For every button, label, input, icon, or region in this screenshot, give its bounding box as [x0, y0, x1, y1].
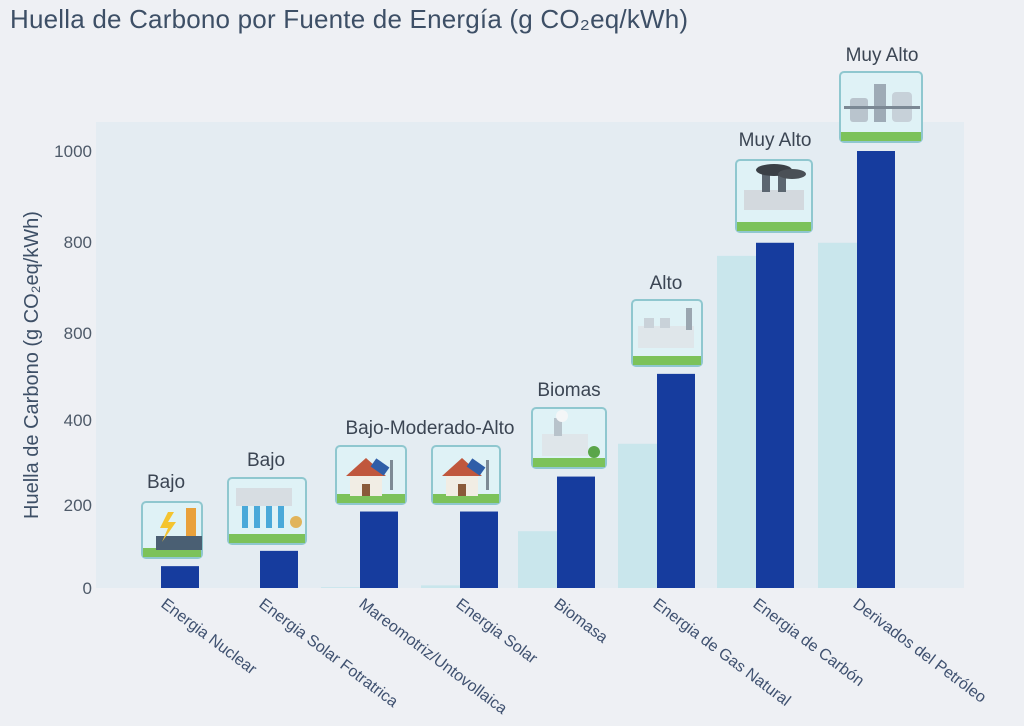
- refinery-icon: [839, 71, 923, 143]
- gas-plant-icon: [631, 299, 703, 367]
- category-label: Biomasa: [551, 596, 611, 647]
- y-tick-label: 200: [64, 496, 92, 515]
- level-label: Muy Alto: [739, 130, 812, 151]
- coal-plant-icon: [735, 159, 813, 233]
- level-label: Bajo: [247, 450, 285, 471]
- bar: [460, 511, 498, 588]
- bar: [260, 550, 298, 588]
- y-tick-label: 800: [64, 324, 92, 343]
- background-bar: [518, 531, 558, 588]
- y-tick-label: 800: [64, 233, 92, 252]
- y-tick-label: 400: [64, 411, 92, 430]
- bar-icons: [141, 71, 923, 559]
- biomass-plant-icon: [531, 407, 607, 469]
- category-label: Derivados del Petróleo: [850, 596, 990, 707]
- y-axis: 0 200 400 800 800 1000: [54, 142, 92, 598]
- solar-house-icon: [335, 445, 407, 505]
- hydro-dam-icon: [227, 477, 307, 545]
- bar: [161, 566, 199, 588]
- solar-house-icon: [431, 445, 501, 505]
- nuclear-plant-icon: [141, 501, 203, 559]
- background-bar: [818, 242, 858, 588]
- bar: [756, 242, 794, 588]
- level-label: Alto: [650, 273, 683, 294]
- bar: [857, 151, 895, 588]
- level-label: Muy Alto: [846, 45, 919, 66]
- bars: [161, 151, 895, 588]
- level-labels: Bajo Bajo Bajo-Moderado-Alto Biomas Alto Muy …: [147, 45, 918, 493]
- bar: [360, 511, 398, 588]
- background-bar: [421, 585, 461, 588]
- bar: [557, 476, 595, 588]
- y-tick-label: 1000: [54, 142, 92, 161]
- chart-title: Huella de Carbono por Fuente de Energía …: [10, 4, 689, 34]
- level-label: Bajo-Moderado-Alto: [346, 418, 515, 439]
- background-bar: [717, 255, 757, 588]
- background-bar: [618, 443, 658, 588]
- level-label: Bajo: [147, 472, 185, 493]
- background-bar: [321, 587, 361, 588]
- y-axis-label: Huella de Carbono (g CO₂eq/kWh): [21, 211, 43, 519]
- category-label: Energia Nuclear: [158, 596, 260, 679]
- category-label: Energia Solar: [453, 596, 541, 668]
- level-label: Biomas: [537, 380, 600, 401]
- y-tick-label: 0: [83, 579, 92, 598]
- bar: [657, 373, 695, 588]
